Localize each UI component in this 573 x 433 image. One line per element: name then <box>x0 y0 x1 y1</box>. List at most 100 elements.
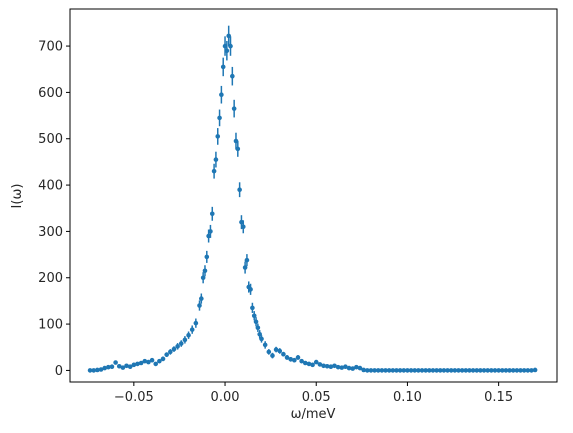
data-point <box>474 368 480 373</box>
data-point <box>284 355 290 360</box>
data-point <box>255 325 261 331</box>
y-tick-label: 0 <box>55 364 63 379</box>
data-point <box>401 368 407 373</box>
data-point <box>430 368 436 373</box>
data-point <box>208 229 213 234</box>
data-point <box>416 368 421 373</box>
data-point <box>259 336 264 342</box>
data-point <box>237 187 242 193</box>
data-point <box>434 368 439 373</box>
x-tick-label: 0.05 <box>302 390 331 405</box>
data-point <box>518 368 523 373</box>
data-point <box>219 92 224 98</box>
data-point <box>202 268 208 274</box>
data-point <box>375 368 381 373</box>
data-point <box>423 368 428 373</box>
data-point <box>135 361 140 367</box>
data-point <box>332 363 337 369</box>
data-point <box>168 349 173 355</box>
data-point <box>419 368 425 373</box>
y-tick-label: 100 <box>38 318 63 333</box>
y-tick-label: 200 <box>38 271 63 286</box>
data-point <box>321 363 326 369</box>
plot-frame <box>69 8 558 383</box>
data-point <box>189 327 195 332</box>
data-point <box>109 364 115 370</box>
x-tick-label: 0.00 <box>211 390 240 405</box>
data-point <box>343 364 348 370</box>
data-point <box>313 359 319 365</box>
data-point <box>204 254 210 260</box>
data-point <box>292 357 297 363</box>
data-point <box>116 363 122 369</box>
data-point <box>106 364 111 370</box>
data-point <box>262 342 268 348</box>
data-point <box>281 351 286 357</box>
data-point <box>394 368 399 373</box>
data-point <box>346 365 352 371</box>
data-point <box>224 48 230 54</box>
data-point <box>383 368 388 373</box>
data-point <box>160 356 166 362</box>
data-point <box>405 368 410 373</box>
data-point <box>273 347 279 352</box>
data-point <box>95 367 100 373</box>
data-point <box>253 319 259 325</box>
data-point <box>463 368 469 373</box>
data-point <box>193 320 199 326</box>
data-point <box>481 368 487 373</box>
data-point <box>339 365 345 370</box>
data-point <box>228 43 233 49</box>
x-tick-label: −0.05 <box>114 390 154 405</box>
data-point <box>335 364 341 370</box>
data-point <box>251 313 257 319</box>
x-axis-ticks: −0.05 0.00 0.05 0.10 0.15 <box>114 382 513 405</box>
data-point <box>157 358 162 364</box>
data-point <box>390 368 396 373</box>
data-point <box>91 368 97 373</box>
data-point <box>149 357 155 363</box>
data-point <box>368 368 374 373</box>
data-point <box>182 337 188 343</box>
data-point <box>514 368 520 373</box>
data-point <box>328 364 334 370</box>
data-point <box>230 73 235 79</box>
data-point <box>485 368 490 373</box>
y-tick-label: 600 <box>38 86 63 101</box>
y-tick-label: 700 <box>38 40 63 55</box>
data-point <box>445 368 450 373</box>
y-axis-label: I(ω) <box>10 184 25 209</box>
data-point <box>197 303 202 308</box>
data-point <box>503 368 509 373</box>
data-point <box>213 157 219 162</box>
data-point <box>87 368 93 373</box>
x-tick-label: 0.15 <box>484 390 513 405</box>
data-point <box>386 368 392 373</box>
data-point <box>499 368 505 373</box>
data-point <box>277 348 283 354</box>
data-point <box>142 358 148 364</box>
data-point <box>186 332 191 338</box>
data-point <box>235 146 241 152</box>
data-point <box>372 368 377 373</box>
x-axis-label: ω/meV <box>291 407 336 422</box>
data-point <box>507 368 512 373</box>
data-point <box>175 344 180 349</box>
data-point <box>209 211 215 217</box>
data-point <box>171 346 177 352</box>
data-point <box>521 368 527 373</box>
data-point <box>532 367 538 373</box>
data-point <box>211 168 217 174</box>
y-tick-label: 400 <box>38 179 63 194</box>
data-point <box>102 365 107 371</box>
data-point <box>510 368 516 373</box>
data-point <box>529 368 534 373</box>
data-point <box>427 368 432 373</box>
data-point <box>124 363 129 369</box>
y-tick-label: 500 <box>38 132 63 147</box>
data-point <box>178 341 184 346</box>
data-point <box>456 368 461 373</box>
data-point <box>525 368 531 373</box>
data-point <box>470 368 476 373</box>
